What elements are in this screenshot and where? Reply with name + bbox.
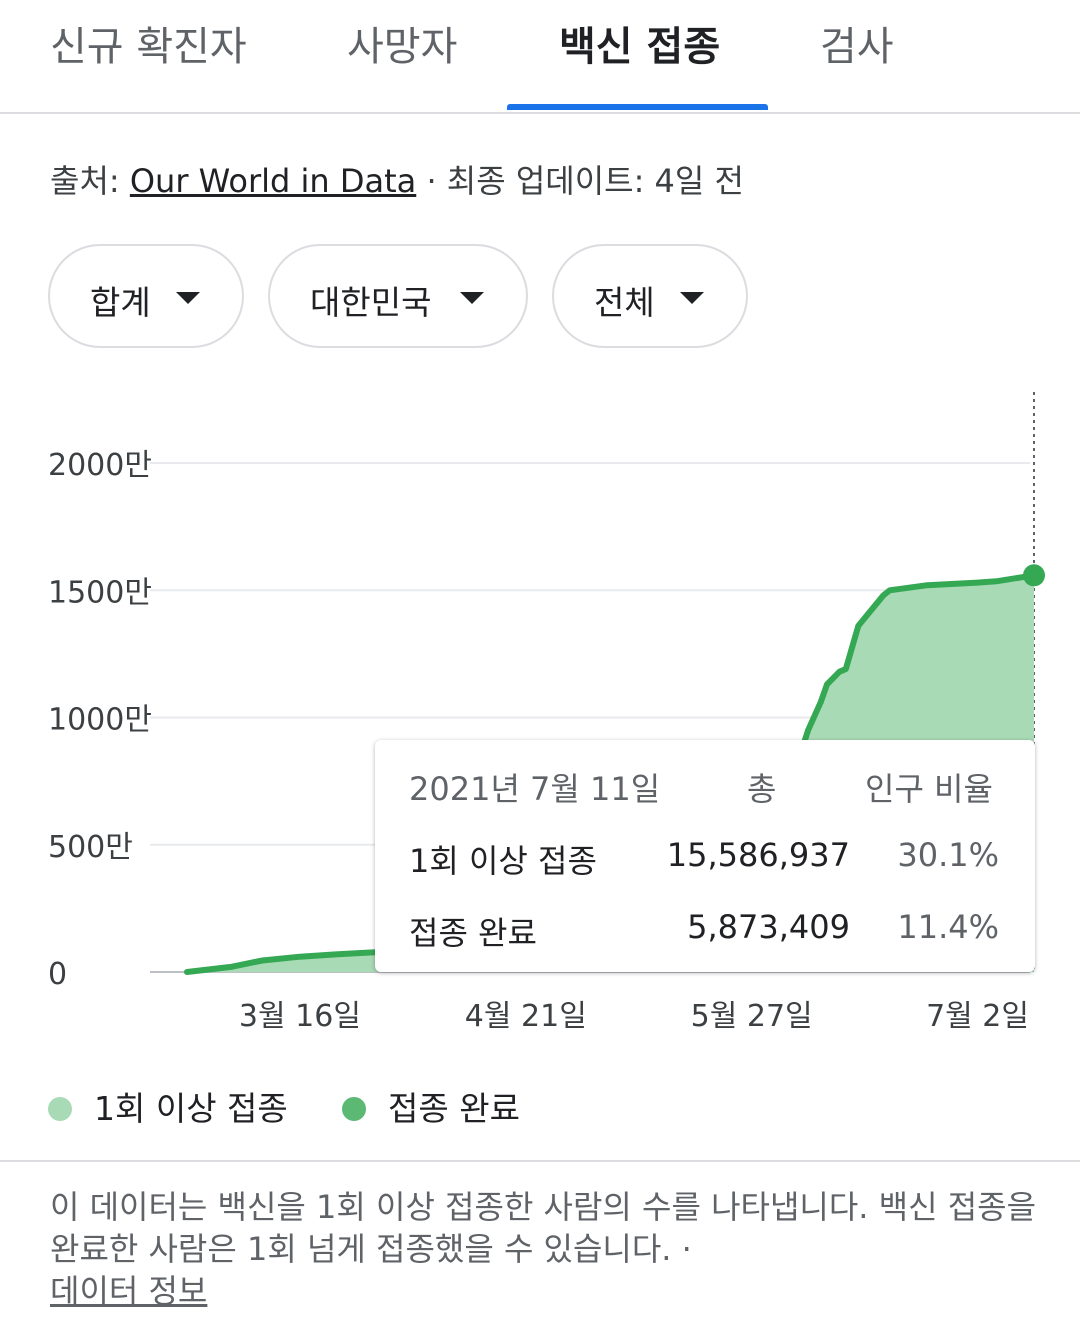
y-tick-label: 2000만 <box>48 448 152 483</box>
y-tick-label: 1500만 <box>48 575 152 610</box>
filter-metric-dropdown[interactable]: 합계 <box>48 244 244 348</box>
tooltip-col-ratio: 인구 비율 <box>865 770 993 808</box>
series-line-full <box>184 572 1037 975</box>
y-tick-label: 500만 <box>48 830 133 865</box>
dropdown-arrow-icon <box>460 292 484 304</box>
tab-vaccinations[interactable]: 백신 접종 <box>559 24 721 70</box>
tooltip-row-label: 접종 완료 <box>409 914 537 952</box>
x-tick-label: 3월 16일 <box>239 999 361 1034</box>
tab-new-cases[interactable]: 신규 확진자 <box>50 24 247 70</box>
tooltip-row-total: 15,586,937 <box>666 836 850 874</box>
data-info-link[interactable]: 데이터 정보 <box>50 1272 208 1310</box>
y-tick-label: 0 <box>48 957 67 992</box>
tooltip-row-total: 5,873,409 <box>687 908 850 946</box>
legend-item-full[interactable]: 접종 완료 <box>342 1082 520 1130</box>
tooltip-col-total: 총 <box>747 770 777 808</box>
last-updated: · 최종 업데이트: 4일 전 <box>416 162 744 200</box>
filter-metric-label: 합계 <box>90 283 151 322</box>
legend-item-dose1[interactable]: 1회 이상 접종 <box>48 1082 288 1130</box>
footnote: 이 데이터는 백신을 1회 이상 접종한 사람의 수를 나타냅니다. 백신 접종… <box>50 1186 1040 1312</box>
tab-deaths[interactable]: 사망자 <box>347 24 458 70</box>
filter-age-label: 전체 <box>594 283 655 322</box>
legend-swatch-full <box>342 1096 366 1121</box>
dropdown-arrow-icon <box>680 292 704 304</box>
dropdown-arrow-icon <box>176 292 200 304</box>
source-line: 출처: Our World in Data · 최종 업데이트: 4일 전 <box>50 156 744 202</box>
chart-tooltip: 2021년 7월 11일 총 인구 비율 1회 이상 접종 15,586,937… <box>375 740 1035 972</box>
tooltip-row-ratio: 11.4% <box>897 908 999 946</box>
source-prefix: 출처: <box>50 162 130 200</box>
tooltip-row-ratio: 30.1% <box>897 836 999 874</box>
filter-country-dropdown[interactable]: 대한민국 <box>268 244 528 348</box>
x-tick-label: 4월 21일 <box>465 999 587 1034</box>
y-tick-label: 1000만 <box>48 703 152 738</box>
filter-country-label: 대한민국 <box>310 283 432 322</box>
legend-label: 1회 이상 접종 <box>94 1089 288 1128</box>
tab-bar: 신규 확진자 사망자 백신 접종 검사 <box>0 0 1080 114</box>
footnote-text: 이 데이터는 백신을 1회 이상 접종한 사람의 수를 나타냅니다. 백신 접종… <box>50 1188 1037 1268</box>
tab-tests[interactable]: 검사 <box>820 24 894 70</box>
x-tick-label: 5월 27일 <box>691 999 813 1034</box>
x-tick-label: 7월 2일 <box>926 999 1029 1034</box>
divider <box>0 1160 1080 1162</box>
series-endpoint-marker <box>1023 564 1045 587</box>
tooltip-row-label: 1회 이상 접종 <box>409 842 597 880</box>
active-tab-indicator <box>507 104 768 110</box>
legend-swatch-dose1 <box>48 1096 72 1121</box>
filter-age-dropdown[interactable]: 전체 <box>552 244 748 348</box>
source-link[interactable]: Our World in Data <box>129 162 417 200</box>
legend-label: 접종 완료 <box>388 1089 520 1128</box>
tooltip-date: 2021년 7월 11일 <box>409 770 661 808</box>
footnote-separator: · <box>671 1230 692 1268</box>
